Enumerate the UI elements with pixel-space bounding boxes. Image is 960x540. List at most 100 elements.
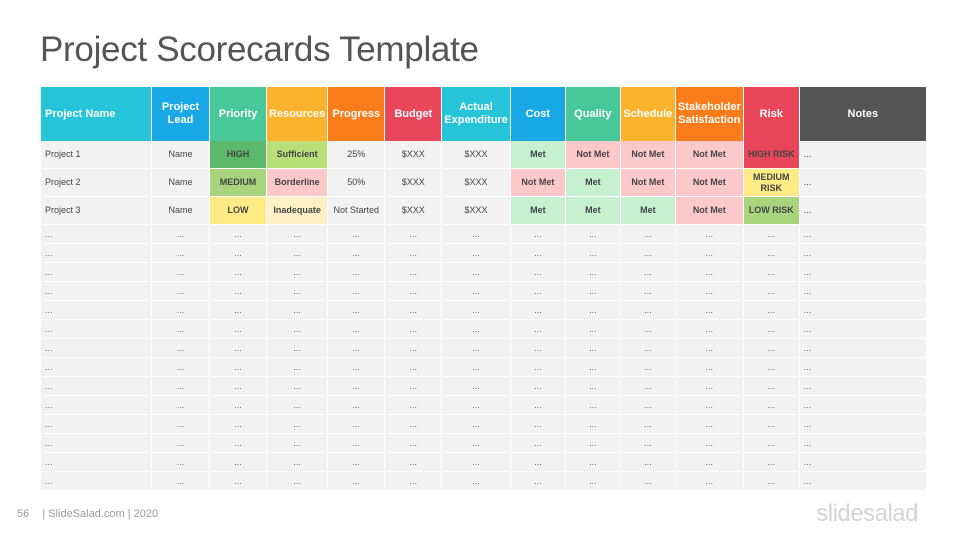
table-cell: ...	[152, 434, 210, 453]
table-cell: MEDIUM	[210, 169, 267, 197]
table-cell: ...	[743, 339, 800, 358]
table-row: .......................................	[41, 377, 926, 396]
table-cell: $XXX	[442, 169, 511, 197]
table-cell: ...	[442, 282, 511, 301]
table-cell: ...	[675, 415, 744, 434]
table-cell: ...	[743, 415, 800, 434]
table-cell: ...	[267, 263, 329, 282]
table-cell: ...	[328, 263, 386, 282]
table-cell: ...	[385, 358, 443, 377]
table-cell: Not Met	[620, 169, 676, 197]
table-cell: ...	[510, 339, 566, 358]
table-cell: MEDIUM RISK	[743, 169, 800, 197]
table-cell: ...	[620, 263, 676, 282]
table-cell: ...	[442, 415, 511, 434]
table-cell: ...	[620, 396, 676, 415]
table-cell: ...	[620, 339, 676, 358]
table-cell: ...	[152, 301, 210, 320]
table-cell: ...	[565, 396, 621, 415]
table-cell: ...	[41, 472, 152, 491]
table-cell: ...	[152, 244, 210, 263]
table-cell: ...	[152, 377, 210, 396]
col-header-quality: Quality	[565, 87, 621, 141]
table-cell: HIGH RISK	[743, 141, 800, 169]
table-cell: ...	[385, 472, 443, 491]
table-cell: Met	[620, 197, 676, 225]
table-cell: ...	[41, 225, 152, 244]
col-header-risk: Risk	[743, 87, 800, 141]
table-row: Project 2 Name MEDIUM Borderline 50% $XXX $XXX…	[41, 169, 926, 197]
table-cell: ...	[620, 434, 676, 453]
table-cell: ...	[565, 244, 621, 263]
table-cell: HIGH	[210, 141, 267, 169]
table-cell: ...	[675, 282, 744, 301]
table-cell: Not Met	[510, 169, 566, 197]
table-cell: Inadequate	[267, 197, 329, 225]
table-cell: ...	[210, 339, 267, 358]
table-cell: ...	[152, 415, 210, 434]
table-cell: ...	[210, 225, 267, 244]
table-cell: ...	[267, 396, 329, 415]
table-cell: ...	[743, 282, 800, 301]
table-cell: ...	[510, 415, 566, 434]
table-cell: $XXX	[442, 197, 511, 225]
table-cell: ...	[799, 197, 926, 225]
table-cell: Project 2	[41, 169, 152, 197]
table-cell: ...	[743, 453, 800, 472]
table-cell: ...	[620, 282, 676, 301]
table-cell: ...	[799, 453, 926, 472]
table-cell: Not Met	[675, 141, 744, 169]
table-cell: ...	[799, 377, 926, 396]
table-cell: ...	[385, 377, 443, 396]
table-cell: ...	[41, 320, 152, 339]
table-cell: ...	[743, 472, 800, 491]
table-cell: Not Met	[675, 197, 744, 225]
table-cell: LOW RISK	[743, 197, 800, 225]
table-cell: ...	[675, 434, 744, 453]
table-cell: ...	[442, 358, 511, 377]
table-row: .......................................	[41, 282, 926, 301]
table-cell: Not Met	[620, 141, 676, 169]
table-cell: ...	[743, 320, 800, 339]
table-cell: ...	[565, 377, 621, 396]
table-cell: ...	[267, 225, 329, 244]
table-cell: ...	[267, 244, 329, 263]
table-cell: ...	[620, 453, 676, 472]
table-cell: ...	[152, 320, 210, 339]
table-cell: ...	[799, 225, 926, 244]
table-cell: ...	[743, 225, 800, 244]
table-cell: ...	[442, 396, 511, 415]
table-cell: ...	[442, 225, 511, 244]
table-cell: ...	[442, 263, 511, 282]
table-cell: ...	[41, 358, 152, 377]
table-cell: ...	[152, 358, 210, 377]
table-cell: ...	[620, 320, 676, 339]
table-cell: ...	[510, 244, 566, 263]
table-cell: ...	[385, 225, 443, 244]
table-cell: ...	[267, 472, 329, 491]
table-cell: ...	[510, 263, 566, 282]
table-cell: ...	[442, 244, 511, 263]
col-header-cost: Cost	[510, 87, 566, 141]
table-cell: ...	[328, 377, 386, 396]
table-cell: ...	[799, 434, 926, 453]
table-cell: ...	[41, 339, 152, 358]
table-cell: ...	[442, 301, 511, 320]
table-cell: ...	[152, 263, 210, 282]
table-cell: ...	[620, 225, 676, 244]
table-cell: ...	[510, 282, 566, 301]
table-cell: ...	[328, 225, 386, 244]
table-cell: ...	[799, 415, 926, 434]
table-cell: ...	[41, 434, 152, 453]
table-row: .......................................	[41, 415, 926, 434]
table-cell: ...	[620, 301, 676, 320]
table-cell: ...	[565, 282, 621, 301]
table-cell: ...	[510, 320, 566, 339]
table-cell: ...	[620, 377, 676, 396]
table-cell: ...	[510, 225, 566, 244]
table-cell: ...	[328, 339, 386, 358]
table-cell: ...	[152, 396, 210, 415]
table-row: .......................................	[41, 339, 926, 358]
table-cell: ...	[743, 263, 800, 282]
table-cell: ...	[565, 434, 621, 453]
